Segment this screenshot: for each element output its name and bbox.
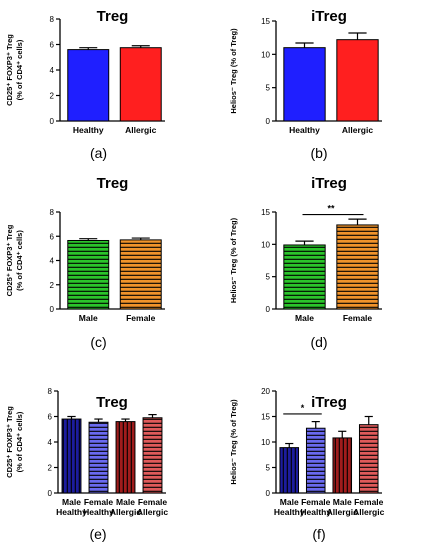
- y-tick-label: 2: [50, 281, 55, 290]
- y-tick-label: 0: [50, 305, 55, 314]
- bar: [358, 424, 379, 494]
- bar: [283, 47, 326, 122]
- panel-label: (d): [310, 334, 327, 350]
- y-tick-label: 10: [261, 438, 270, 447]
- x-tick-label: Male: [280, 497, 299, 507]
- significance-label: *: [301, 403, 305, 413]
- y-tick-label: 8: [48, 387, 53, 396]
- y-tick-label: 6: [50, 41, 55, 50]
- panel-label: (c): [90, 334, 106, 350]
- panel-label: (b): [310, 145, 327, 161]
- x-tick-label: Healthy: [56, 507, 87, 517]
- x-tick-label: Allergic: [342, 125, 373, 135]
- y-axis-label: CD25⁺ FOXP3⁺ Treg: [5, 34, 14, 106]
- x-tick-label: Female: [138, 497, 168, 507]
- x-tick-label: Male: [295, 313, 314, 323]
- y-tick-label: 0: [266, 117, 271, 126]
- x-tick-label: Allergic: [125, 125, 156, 135]
- significance-label: **: [327, 204, 335, 214]
- chart-panel-e: Treg 0 2 4 6 8 CD25⁺ FOXP3⁺ Treg (% of CD4⁺ cel…: [5, 387, 168, 542]
- bar: [142, 417, 163, 494]
- y-axis-label: (% of CD4⁺ cells): [15, 39, 24, 100]
- x-tick-label: Allergic: [110, 507, 141, 517]
- bar: [115, 421, 136, 494]
- bar: [283, 244, 326, 310]
- y-axis-label: Helios⁻ Treg (% of Treg): [229, 217, 238, 303]
- bar: [279, 447, 300, 494]
- y-axis-label: Helios⁻ Treg (% of Treg): [229, 399, 238, 485]
- bar: [305, 427, 326, 494]
- y-tick-label: 0: [50, 117, 55, 126]
- x-tick-label: Healthy: [289, 125, 320, 135]
- y-tick-label: 10: [261, 50, 270, 59]
- y-tick-label: 2: [50, 92, 55, 101]
- x-tick-label: Allergic: [353, 507, 384, 517]
- x-tick-label: Female: [126, 313, 156, 323]
- x-tick-label: Male: [62, 497, 81, 507]
- y-axis-label: CD25⁺ FOXP3⁺ Treg: [5, 224, 14, 296]
- y-axis-label: CD25⁺ FOXP3⁺ Treg: [5, 406, 14, 478]
- bar: [88, 421, 109, 494]
- y-tick-label: 2: [48, 464, 53, 473]
- x-tick-label: Female: [343, 313, 373, 323]
- x-tick-label: Male: [79, 313, 98, 323]
- chart-title: iTreg: [311, 394, 347, 411]
- y-tick-label: 10: [261, 240, 270, 249]
- y-tick-label: 4: [48, 438, 53, 447]
- chart-panel-d: iTreg 0 5 10 15 Helios⁻ Treg (% of Treg) Male F…: [229, 175, 382, 350]
- panel-label: (f): [312, 526, 325, 542]
- y-tick-label: 15: [261, 17, 270, 26]
- panel-label: (e): [89, 526, 106, 542]
- x-tick-label: Female: [354, 497, 384, 507]
- bar: [336, 224, 379, 310]
- y-tick-label: 0: [266, 489, 271, 498]
- chart-panel-f: iTreg 0 5 10 15 20 Helios⁻ Treg (% of Treg) Mal…: [229, 387, 385, 542]
- y-tick-label: 6: [48, 413, 53, 422]
- y-tick-label: 5: [266, 273, 271, 282]
- bar: [61, 418, 82, 494]
- x-tick-label: Allergic: [137, 507, 168, 517]
- y-tick-label: 8: [50, 208, 55, 217]
- chart-panel-c: Treg 0 2 4 6 8 CD25⁺ FOXP3⁺ Treg (% of CD4⁺ cel…: [5, 175, 165, 350]
- y-tick-label: 4: [50, 66, 55, 75]
- y-tick-label: 0: [266, 305, 271, 314]
- y-tick-label: 20: [261, 387, 270, 396]
- chart-panel-a: Treg 0 2 4 6 8 CD25⁺ FOXP3⁺ Treg (% of CD4⁺ cel…: [5, 8, 165, 161]
- y-axis-label: (% of CD4⁺ cells): [15, 230, 24, 291]
- y-axis-label: Helios⁻ Treg (% of Treg): [229, 28, 238, 114]
- panel-label: (a): [90, 145, 107, 161]
- chart-title: Treg: [96, 394, 128, 411]
- x-tick-label: Female: [301, 497, 331, 507]
- y-tick-label: 4: [50, 257, 55, 266]
- x-tick-label: Male: [333, 497, 352, 507]
- y-tick-label: 0: [48, 489, 53, 498]
- bar: [67, 239, 110, 310]
- chart-title: iTreg: [311, 8, 347, 25]
- bar: [119, 239, 162, 310]
- x-tick-label: Male: [116, 497, 135, 507]
- bar: [336, 39, 379, 122]
- bar: [119, 47, 162, 122]
- bar: [67, 49, 110, 122]
- y-tick-label: 15: [261, 208, 270, 217]
- y-tick-label: 8: [50, 15, 55, 24]
- x-tick-label: Female: [84, 497, 114, 507]
- chart-title: Treg: [97, 175, 129, 192]
- y-tick-label: 6: [50, 232, 55, 241]
- chart-title: Treg: [97, 8, 129, 25]
- y-tick-label: 5: [266, 84, 271, 93]
- y-tick-label: 15: [261, 413, 270, 422]
- x-tick-label: Healthy: [300, 507, 331, 517]
- y-tick-label: 5: [266, 464, 271, 473]
- x-tick-label: Healthy: [83, 507, 114, 517]
- y-axis-label: (% of CD4⁺ cells): [15, 411, 24, 472]
- bar: [332, 437, 353, 494]
- chart-title: iTreg: [311, 175, 347, 192]
- x-tick-label: Healthy: [274, 507, 305, 517]
- chart-panel-b: iTreg 0 5 10 15 Helios⁻ Treg (% of Treg) Healt…: [229, 8, 382, 161]
- x-tick-label: Allergic: [327, 507, 358, 517]
- x-tick-label: Healthy: [73, 125, 104, 135]
